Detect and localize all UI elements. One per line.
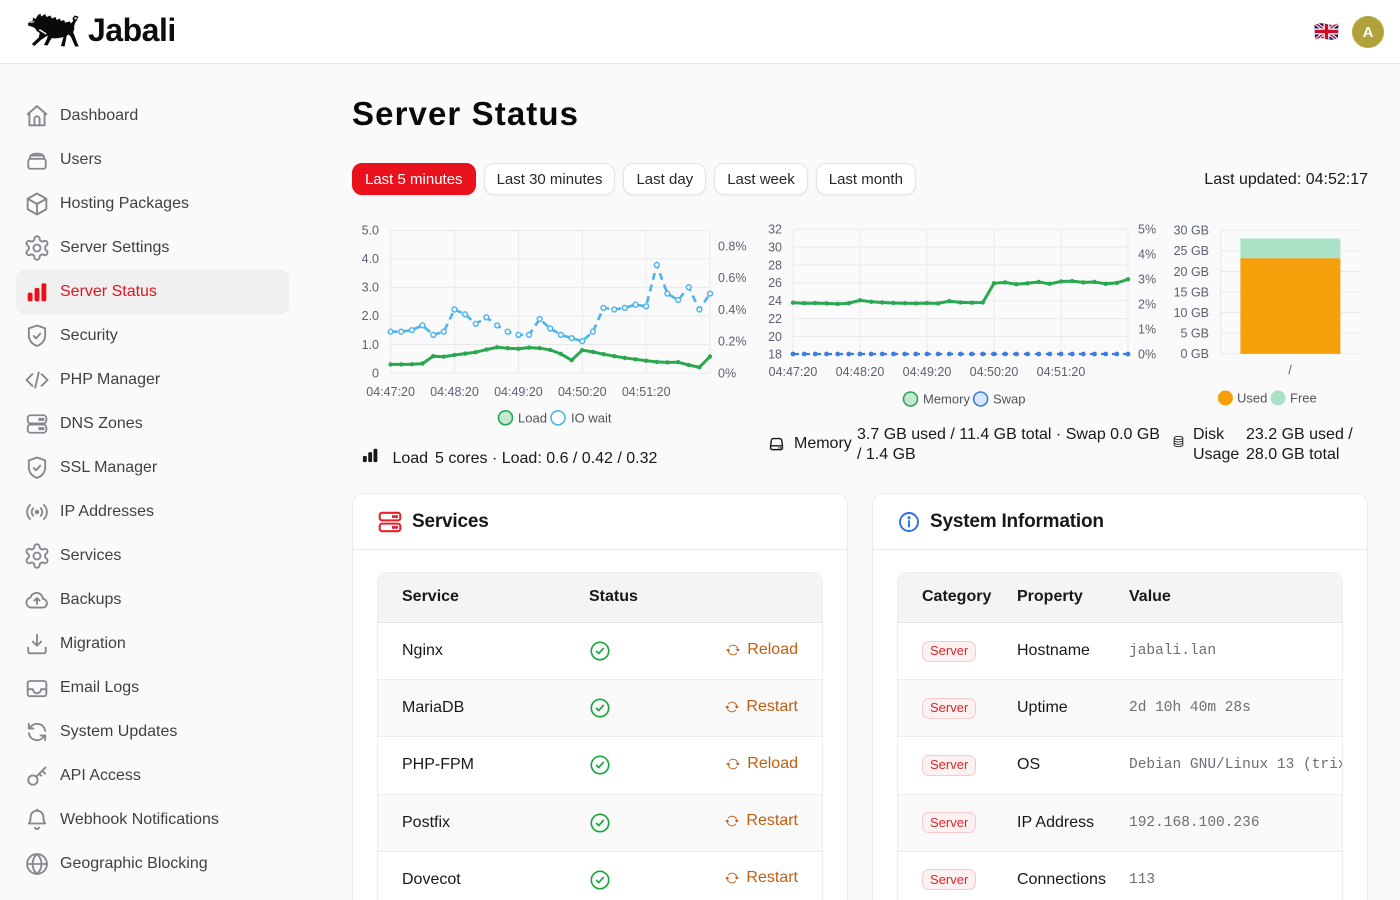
svg-text:0%: 0% (1138, 348, 1156, 362)
svg-text:04:48:20: 04:48:20 (430, 385, 479, 399)
svg-text:25 GB: 25 GB (1174, 244, 1209, 258)
svg-text:30 GB: 30 GB (1174, 224, 1209, 238)
svg-text:Free: Free (1290, 391, 1317, 406)
svg-text:0.8%: 0.8% (718, 239, 747, 253)
svg-text:2%: 2% (1138, 298, 1156, 312)
svg-text:5 GB: 5 GB (1181, 327, 1210, 341)
svg-text:0.2%: 0.2% (718, 335, 747, 349)
svg-text:3%: 3% (1138, 273, 1156, 287)
svg-text:04:49:20: 04:49:20 (903, 365, 952, 379)
svg-text:20 GB: 20 GB (1174, 265, 1209, 279)
svg-text:0: 0 (372, 366, 379, 380)
svg-text:Load: Load (518, 410, 547, 425)
svg-text:10 GB: 10 GB (1174, 306, 1209, 320)
svg-text:5%: 5% (1138, 223, 1156, 237)
svg-text:1%: 1% (1138, 323, 1156, 337)
svg-text:04:47:20: 04:47:20 (769, 365, 818, 379)
svg-text:4.0: 4.0 (362, 252, 379, 266)
svg-text:22: 22 (768, 312, 782, 326)
svg-text:32: 32 (768, 223, 782, 237)
svg-text:28: 28 (768, 258, 782, 272)
svg-text:18: 18 (768, 348, 782, 362)
svg-text:04:47:20: 04:47:20 (366, 385, 415, 399)
svg-text:0.6%: 0.6% (718, 271, 747, 285)
svg-text:04:50:20: 04:50:20 (558, 385, 607, 399)
svg-text:04:51:20: 04:51:20 (622, 385, 671, 399)
svg-text:26: 26 (768, 276, 782, 290)
svg-text:2.0: 2.0 (362, 309, 379, 323)
svg-text:04:51:20: 04:51:20 (1037, 365, 1086, 379)
svg-text:Swap: Swap (993, 392, 1026, 407)
svg-text:0 GB: 0 GB (1181, 347, 1210, 361)
svg-text:04:50:20: 04:50:20 (970, 365, 1019, 379)
svg-text:20: 20 (768, 330, 782, 344)
svg-text:04:49:20: 04:49:20 (494, 385, 543, 399)
svg-text:4%: 4% (1138, 248, 1156, 262)
svg-text:0.4%: 0.4% (718, 303, 747, 317)
svg-text:/: / (1288, 364, 1292, 378)
svg-text:1.0: 1.0 (362, 338, 379, 352)
svg-text:IO wait: IO wait (571, 410, 612, 425)
svg-text:5.0: 5.0 (362, 224, 379, 238)
svg-text:Used: Used (1237, 391, 1267, 406)
svg-text:30: 30 (768, 240, 782, 254)
svg-text:3.0: 3.0 (362, 281, 379, 295)
svg-text:24: 24 (768, 294, 782, 308)
svg-text:Memory: Memory (923, 392, 970, 407)
svg-text:04:48:20: 04:48:20 (836, 365, 885, 379)
svg-text:0%: 0% (718, 366, 736, 380)
svg-text:15 GB: 15 GB (1174, 285, 1209, 299)
